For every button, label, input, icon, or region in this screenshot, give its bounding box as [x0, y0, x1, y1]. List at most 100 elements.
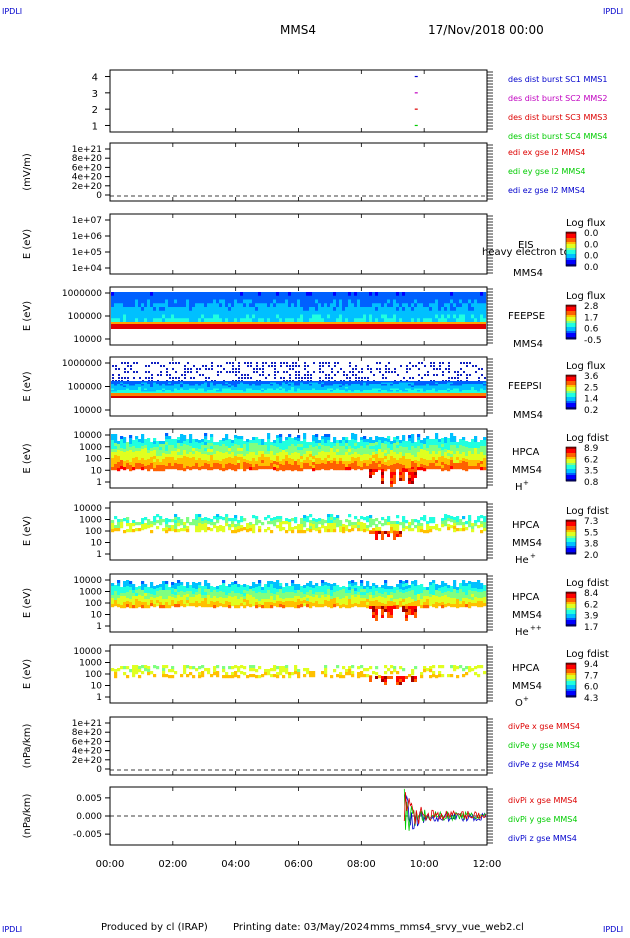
pixel — [237, 584, 240, 587]
pixel — [456, 315, 459, 319]
pixel — [168, 528, 171, 531]
pixel — [162, 581, 165, 584]
pixel — [243, 518, 246, 521]
pixel — [240, 591, 243, 594]
pixel — [276, 292, 279, 296]
pixel — [132, 584, 135, 587]
pixel — [132, 520, 135, 523]
pixel — [462, 455, 465, 458]
pixel — [213, 300, 216, 304]
pixel — [339, 443, 342, 446]
pixel — [429, 315, 432, 319]
pixel — [129, 523, 132, 526]
pixel — [144, 526, 147, 529]
pixel — [249, 300, 252, 304]
pixel — [249, 589, 252, 592]
pixel — [357, 466, 360, 469]
pixel — [171, 451, 174, 454]
pixel — [270, 463, 273, 466]
pixel — [432, 318, 435, 322]
pixel — [255, 315, 258, 319]
pixel — [448, 371, 450, 373]
pixel — [468, 300, 471, 304]
pixel — [351, 442, 354, 445]
pixel — [210, 292, 213, 296]
pixel — [426, 448, 429, 451]
pixel — [291, 530, 294, 533]
pixel — [369, 452, 372, 455]
pixel — [222, 300, 225, 304]
pixel — [327, 437, 330, 440]
pixel — [267, 445, 270, 448]
pixel — [402, 444, 405, 447]
pixel — [189, 307, 192, 311]
pixel — [264, 599, 267, 602]
pixel — [156, 307, 159, 311]
pixel — [363, 296, 366, 300]
pixel — [474, 318, 477, 322]
pixel — [291, 459, 294, 462]
pixel — [276, 303, 279, 307]
pixel — [120, 463, 123, 466]
pixel — [228, 307, 231, 311]
pixel — [111, 467, 114, 470]
pixel — [148, 365, 150, 367]
pixel — [228, 596, 231, 599]
pixel — [307, 377, 309, 379]
pixel — [189, 446, 192, 449]
pixel — [297, 441, 300, 444]
pixel — [387, 451, 390, 454]
pixel — [376, 362, 378, 364]
pixel — [165, 463, 168, 466]
pixel — [189, 597, 192, 600]
pixel — [150, 454, 153, 457]
pixel — [207, 461, 210, 464]
pixel — [429, 466, 432, 469]
pixel — [135, 590, 138, 593]
pixel — [328, 365, 330, 367]
pixel — [423, 465, 426, 468]
pixel — [457, 371, 459, 373]
pixel — [222, 292, 225, 296]
pixel — [201, 589, 204, 592]
pixel — [201, 601, 204, 604]
pixel — [303, 448, 306, 451]
pixel — [252, 585, 255, 588]
pixel — [129, 300, 132, 304]
pixel — [135, 436, 138, 439]
pixel — [237, 466, 240, 469]
pixel — [207, 458, 210, 461]
pixel — [399, 469, 402, 472]
pixel — [258, 292, 261, 296]
pixel — [138, 457, 141, 460]
pixel — [249, 595, 252, 598]
pixel — [210, 296, 213, 300]
pixel — [228, 457, 231, 460]
pixel — [327, 467, 330, 470]
pixel — [472, 365, 474, 367]
pixel — [327, 529, 330, 532]
pixel — [255, 467, 258, 470]
pixel — [241, 374, 243, 376]
pixel — [414, 469, 417, 472]
pixel — [304, 377, 306, 379]
pixel — [333, 318, 336, 322]
pixel — [252, 443, 255, 446]
pixel — [177, 461, 180, 464]
pixel — [336, 315, 339, 319]
pixel — [285, 521, 288, 524]
pixel — [225, 464, 228, 467]
pixel — [303, 442, 306, 445]
pixel — [372, 315, 375, 319]
pixel — [138, 442, 141, 445]
pixel — [444, 446, 447, 449]
pixel — [213, 457, 216, 460]
pixel — [129, 441, 132, 444]
pixel — [135, 466, 138, 469]
pixel — [297, 524, 300, 527]
pixel — [385, 377, 387, 379]
pixel — [417, 300, 420, 304]
pixel — [399, 307, 402, 311]
pixel — [225, 296, 228, 300]
pixel — [234, 518, 237, 521]
